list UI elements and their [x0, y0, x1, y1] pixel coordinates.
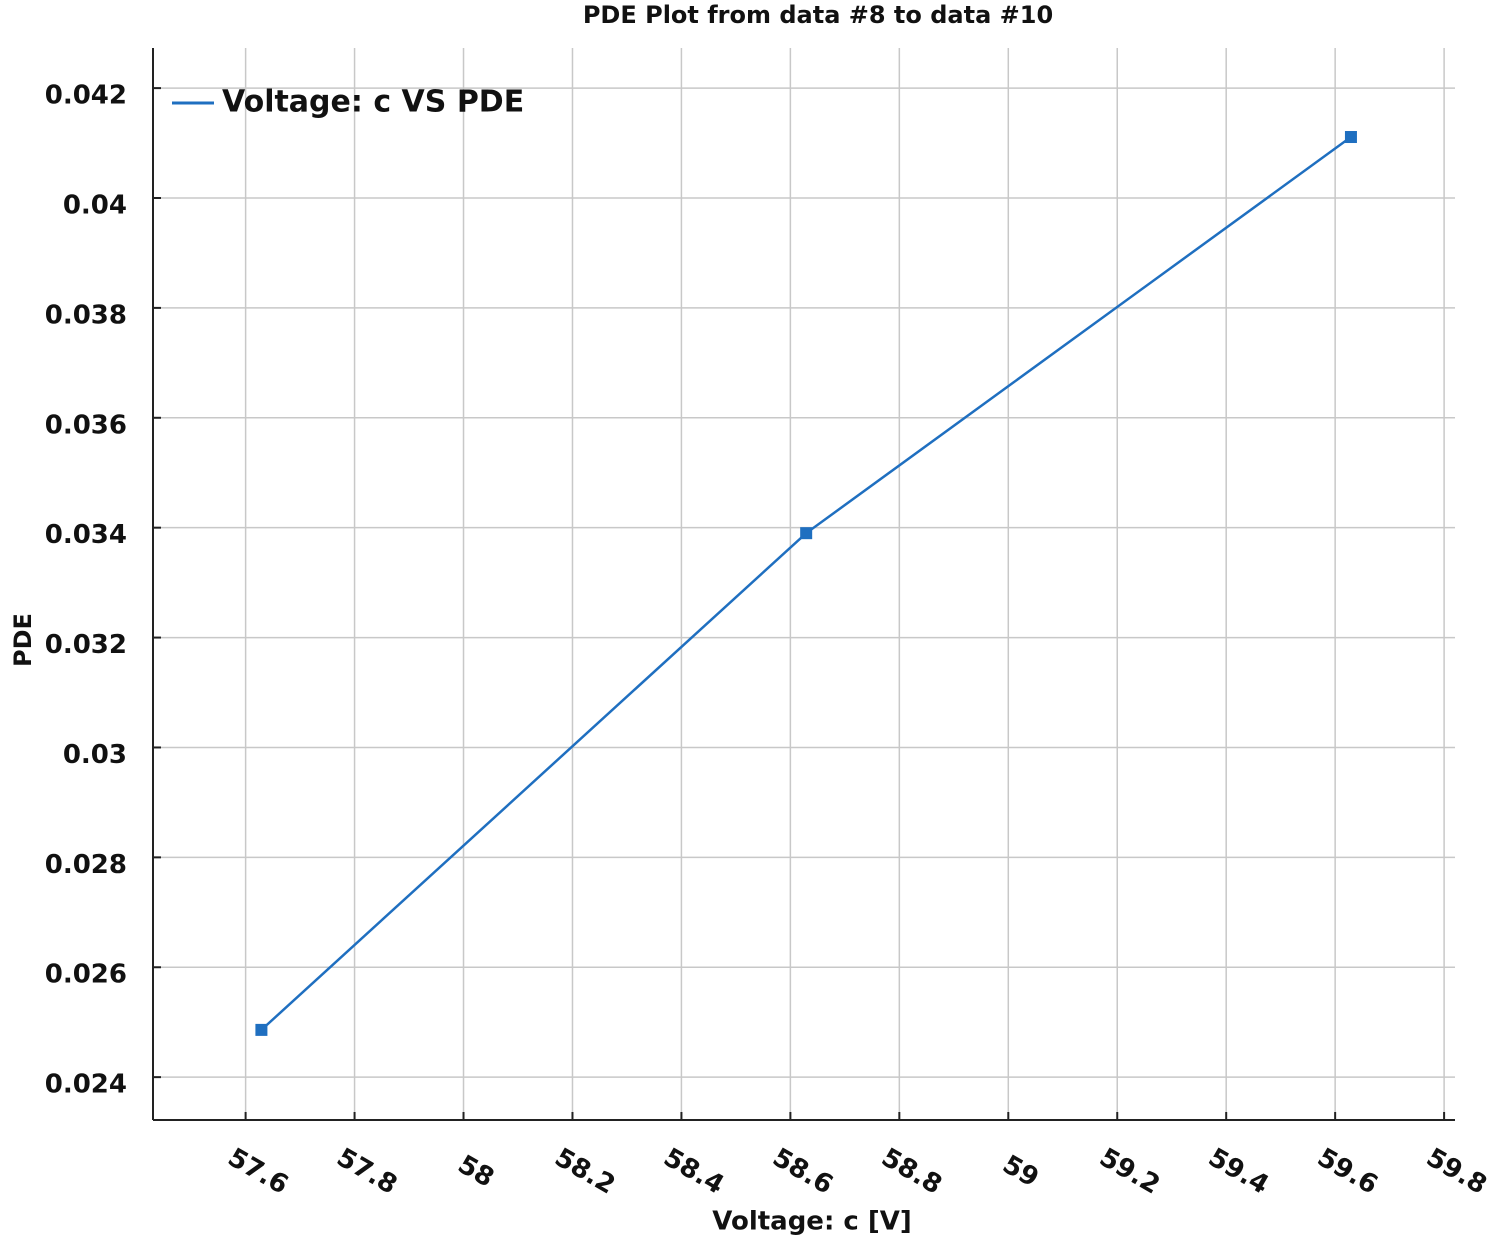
x-tick-label: 58.8	[876, 1143, 947, 1201]
legend-label: Voltage: c VS PDE	[222, 85, 524, 120]
x-tick-label: 58.2	[549, 1143, 620, 1201]
y-tick-label: 0.028	[45, 850, 127, 880]
y-tick-label: 0.042	[45, 81, 127, 111]
x-tick-label: 57.6	[223, 1143, 294, 1201]
y-tick-label: 0.036	[45, 410, 127, 440]
data-point	[255, 1023, 268, 1036]
y-tick-label: 0.04	[63, 191, 127, 221]
x-tick-label: 59.2	[1094, 1143, 1165, 1201]
x-tick-label: 58.6	[767, 1143, 838, 1201]
x-tick-label: 59.6	[1312, 1143, 1383, 1201]
y-tick-label: 0.024	[45, 1070, 127, 1100]
y-tick-label: 0.032	[45, 630, 127, 660]
x-axis-label: Voltage: c [V]	[712, 1207, 912, 1237]
x-tick-label: 59	[997, 1150, 1043, 1194]
x-tick-label: 57.8	[332, 1143, 403, 1201]
y-tick-label: 0.026	[45, 960, 127, 990]
y-tick-label: 0.034	[45, 520, 127, 550]
chart-title: PDE Plot from data #8 to data #10	[583, 1, 1053, 29]
y-axis-label: PDE	[9, 613, 37, 667]
x-tick-label: 59.4	[1203, 1143, 1274, 1201]
y-tick-label: 0.03	[63, 740, 127, 770]
data-point	[800, 527, 813, 540]
x-tick-label: 58	[453, 1150, 499, 1194]
data-line	[260, 136, 1352, 1031]
x-tick-label: 59.8	[1421, 1143, 1490, 1201]
data-point	[1344, 131, 1357, 144]
x-tick-label: 58.4	[658, 1143, 729, 1201]
y-tick-label: 0.038	[45, 300, 127, 330]
